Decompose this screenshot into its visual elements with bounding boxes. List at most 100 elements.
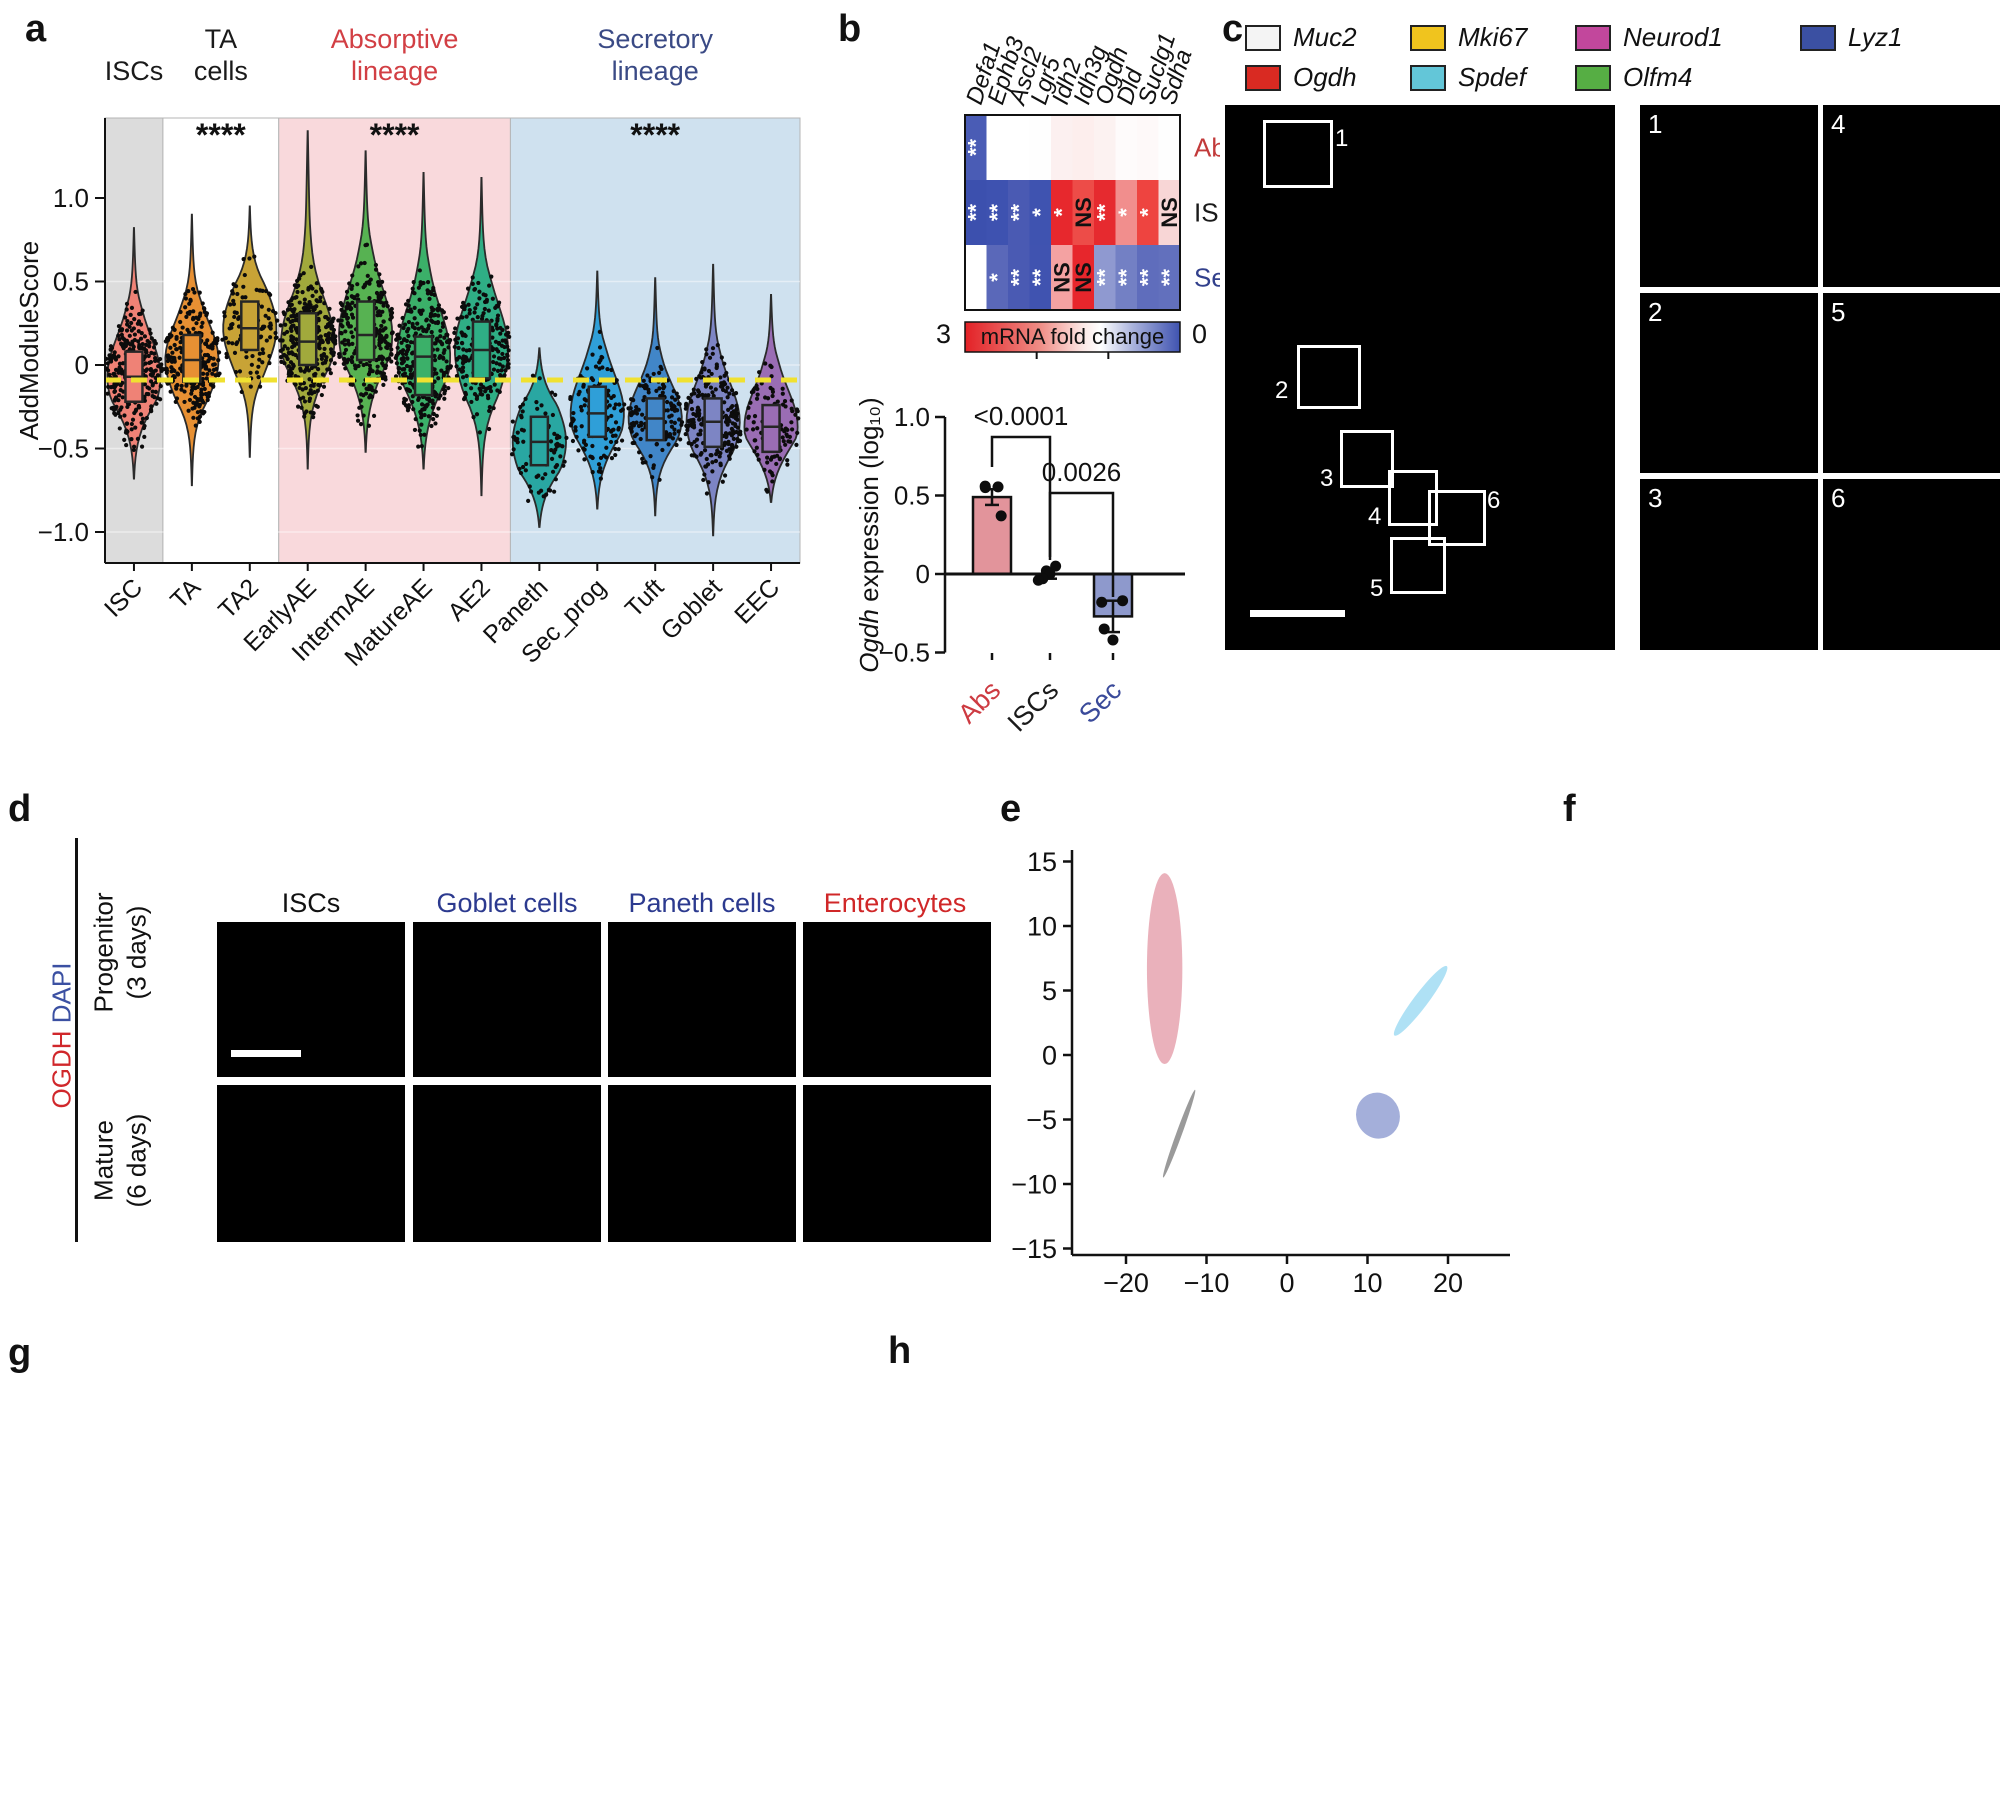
a-category-label: ISC: [99, 573, 148, 622]
absorptive-tca-cycle: [1373, 1338, 1988, 1800]
citrate-m4-bar-chart: [500, 1330, 730, 1800]
inset-3: 3: [1640, 479, 1818, 650]
b-cell-mark: **: [963, 139, 988, 157]
organoid-canvas: [803, 1085, 991, 1242]
b-cell-mark: NS: [1049, 262, 1074, 293]
inset-2-canvas: [1640, 293, 1818, 473]
legend-item-lyz1: Lyz1: [1800, 22, 1902, 53]
main-micrograph: 1 2 3 4 5 6: [1225, 105, 1615, 650]
b-cell-mark: **: [1092, 204, 1117, 222]
lyz1-label: Lyz1: [1848, 22, 1903, 52]
b-bar-ytick: 1.0: [894, 402, 930, 432]
roi-box-4: [1388, 470, 1438, 526]
b-cell-mark: *: [985, 273, 1010, 282]
a-ytick: 0.5: [53, 267, 89, 297]
inset-5-number: 5: [1831, 297, 1846, 327]
neurod1-label: Neurod1: [1623, 22, 1723, 52]
roi-box-5: [1390, 537, 1446, 594]
olfm4-label: Olfm4: [1623, 62, 1693, 92]
pca-scatter: −20 −10 0 10 20 15 10 5 0 −5 −10 −15: [1011, 847, 1510, 1298]
roi-box-2: [1297, 345, 1361, 409]
inset-6-canvas: [1823, 479, 2000, 650]
e-xtick: 10: [1352, 1268, 1382, 1298]
ogdh-swatch: [1245, 64, 1281, 91]
panel-label-b: b: [838, 8, 862, 50]
mrna-heatmap: Defa1Ephb3Ascl2Lgr5Idh2Idh3gOgdhDldSuclg…: [936, 30, 1220, 359]
legend-item-mki67: Mki67: [1410, 22, 1527, 53]
a-significance: ****: [630, 117, 680, 153]
panel-a-violin-plot: 1.0 0.5 0 −0.5 −1.0 AddModuleScore ISC TA TA2 Ear…: [0, 0, 830, 775]
panel-b: Defa1 Ephb3 Ascl2 Lgr5 Idh2 Idh3g Ogdh Dld Suclg…: [830, 0, 1220, 775]
organoid-mat-enterocytes: [803, 1085, 991, 1242]
b-row-label: ISCs: [1194, 198, 1220, 228]
a-group-title: cells: [194, 56, 248, 86]
inset-2-number: 2: [1648, 297, 1663, 327]
inset-3-canvas: [1640, 479, 1818, 650]
b-bar-ytick: 0.5: [894, 481, 930, 511]
b-bar-ytick: −0.5: [879, 638, 930, 668]
d-col-iscs: ISCs: [281, 888, 341, 918]
panel-label-a: a: [25, 8, 47, 50]
roi-box-1: [1263, 120, 1333, 188]
inset-5: 5: [1823, 293, 2000, 473]
spdef-label: Spdef: [1458, 62, 1526, 92]
main-micrograph-canvas: [1225, 105, 1615, 650]
b-cell-mark: *: [1114, 208, 1139, 217]
inset-3-number: 3: [1648, 483, 1663, 513]
panel-label-f: f: [1563, 788, 1576, 830]
pca-ellipse-pSec1: [1393, 965, 1448, 1036]
roi-box-6: [1428, 490, 1486, 546]
inset-4-canvas: [1823, 105, 2000, 287]
d-col-goblet: Goblet cells: [436, 888, 578, 918]
b-colorbar-right: 0: [1192, 319, 1207, 349]
pca-plot: −20 −10 0 10 20 15 10 5 0 −5 −10 −15: [1011, 847, 1510, 1298]
e-xtick: −20: [1103, 1268, 1149, 1298]
metabolite-heatmap: [1540, 780, 2000, 1340]
scale-bar-d: [231, 1050, 301, 1057]
a-group-title: lineage: [612, 56, 699, 86]
inset-1: 1: [1640, 105, 1818, 287]
a-group-title: ISCs: [105, 56, 164, 86]
inset-4: 4: [1823, 105, 2000, 287]
b-cell-mark: **: [1006, 204, 1031, 222]
organoid-canvas: [413, 1085, 601, 1242]
a-category-label: TA2: [213, 573, 264, 624]
roi-box-2-number: 2: [1275, 377, 1289, 404]
panel-g-bars: [0, 1330, 760, 1803]
roi-box-5-number: 5: [1370, 575, 1384, 602]
b-cell-mark: **: [1006, 269, 1031, 287]
b-cell-mark: NS: [1157, 197, 1182, 228]
b-colorbar-left: 3: [936, 319, 951, 349]
d-col-enterocytes: Enterocytes: [823, 888, 967, 918]
a-ytick: 1.0: [53, 183, 89, 213]
a-ylabel: AddModuleScore: [14, 241, 44, 440]
a-significance: ****: [370, 117, 420, 153]
legend-item-ogdh: Ogdh: [1245, 62, 1357, 93]
e-ytick: 5: [1042, 976, 1057, 1006]
ogdh-label: Ogdh: [1293, 62, 1357, 92]
citrate-m5-bar-chart: [30, 1330, 260, 1800]
b-bar-ylabel: Ogdh expression (log₁₀): [854, 397, 884, 672]
roi-box-1-number: 1: [1335, 125, 1349, 152]
malate-m4-bar-chart: [270, 1330, 500, 1800]
pca-ellipse-pAbs: [1146, 873, 1183, 1065]
legend-item-muc2: Muc2: [1245, 22, 1357, 53]
stain-label: OGDH DAPI: [47, 946, 78, 1126]
inset-4-number: 4: [1831, 109, 1846, 139]
organoid-mat-goblet: [413, 1085, 601, 1242]
a-category-label: EEC: [729, 573, 785, 629]
b-bar-category: Abs: [952, 675, 1006, 729]
organoid-canvas: [803, 922, 991, 1077]
e-ytick: −5: [1026, 1105, 1057, 1135]
a-ytick: 0: [75, 350, 89, 380]
panel-f-metabolite-heatmap: [1540, 780, 2000, 1340]
panel-e-pca: −20 −10 0 10 20 15 10 5 0 −5 −10 −15: [1000, 780, 1540, 1340]
legend-item-spdef: Spdef: [1410, 62, 1526, 93]
panel-label-e: e: [1000, 788, 1022, 830]
muc2-label: Muc2: [1293, 22, 1357, 52]
roi-box-6-number: 6: [1487, 487, 1501, 514]
a-category-label: TA: [165, 573, 206, 614]
